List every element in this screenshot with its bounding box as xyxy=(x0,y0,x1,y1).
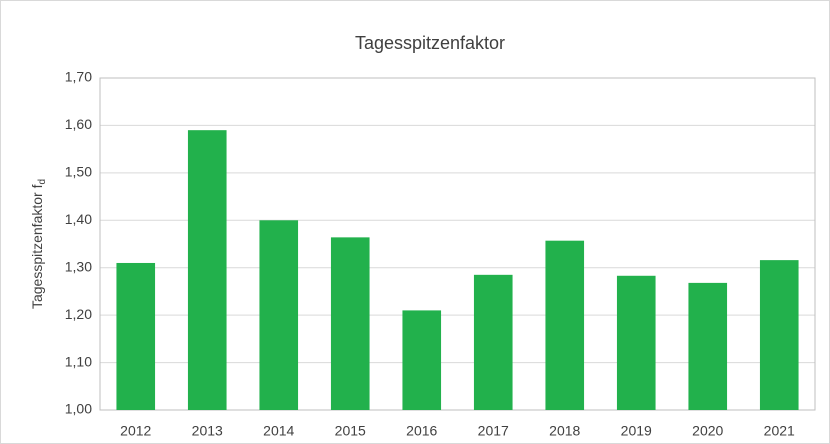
x-tick-label: 2014 xyxy=(263,423,294,439)
bar xyxy=(545,240,585,410)
y-tick-label: 1,40 xyxy=(65,211,92,227)
y-tick-label: 1,50 xyxy=(65,164,92,180)
bar xyxy=(688,282,728,410)
bar xyxy=(402,310,442,410)
bar xyxy=(259,220,299,410)
y-tick-label: 1,60 xyxy=(65,116,92,132)
chart-title: Tagesspitzenfaktor xyxy=(355,33,505,53)
plot-border xyxy=(99,77,816,411)
bar xyxy=(187,130,227,410)
x-tick-label: 2020 xyxy=(692,423,723,439)
y-axis-label: Tagesspitzenfaktor fd xyxy=(29,179,48,309)
x-tick-label: 2018 xyxy=(549,423,580,439)
y-axis-label-main: Tagesspitzenfaktor f xyxy=(29,184,45,309)
y-tick-label: 1,70 xyxy=(65,69,92,85)
bar xyxy=(759,260,799,410)
bar xyxy=(616,275,656,410)
x-tick-label: 2021 xyxy=(764,423,795,439)
y-tick-label: 1,30 xyxy=(65,258,92,274)
bar xyxy=(116,262,156,410)
y-tick-label: 1,00 xyxy=(65,401,92,417)
x-tick-label: 2015 xyxy=(335,423,366,439)
bar xyxy=(330,237,370,410)
y-tick-label: 1,20 xyxy=(65,306,92,322)
x-tick-label: 2012 xyxy=(120,423,151,439)
x-tick-label: 2017 xyxy=(478,423,509,439)
x-tick-label: 2013 xyxy=(192,423,223,439)
y-axis-label-subscript: d xyxy=(37,179,48,185)
x-tick-label: 2016 xyxy=(406,423,437,439)
bar xyxy=(473,274,513,410)
y-tick-label: 1,10 xyxy=(65,353,92,369)
x-tick-label: 2019 xyxy=(621,423,652,439)
